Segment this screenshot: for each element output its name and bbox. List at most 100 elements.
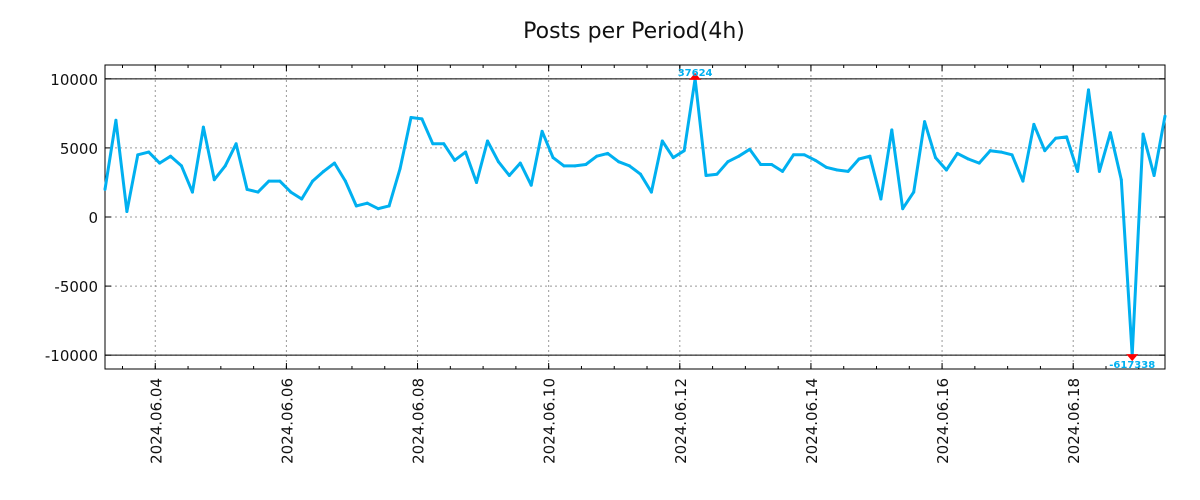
x-tick-label: 2024.06.06: [278, 378, 296, 464]
data-point: [540, 129, 544, 133]
max-marker: [689, 72, 702, 80]
data-point: [901, 207, 905, 211]
data-point: [660, 139, 664, 143]
data-point: [365, 201, 369, 205]
chart-title: Posts per Period(4h): [523, 19, 745, 44]
data-point: [103, 187, 107, 191]
y-tick-label: -5000: [54, 278, 98, 296]
data-point: [114, 118, 118, 122]
x-tick-label: 2024.06.12: [672, 378, 690, 464]
data-point: [409, 116, 413, 120]
data-point: [748, 147, 752, 151]
data-point: [256, 190, 260, 194]
x-tick-label: 2024.06.04: [147, 378, 165, 464]
data-point: [988, 149, 992, 153]
data-point: [551, 156, 555, 160]
data-point: [682, 149, 686, 153]
data-point: [824, 165, 828, 169]
data-point: [737, 154, 741, 158]
data-point: [158, 161, 162, 165]
data-point: [595, 154, 599, 158]
data-point: [1087, 88, 1091, 92]
data-point: [1065, 135, 1069, 139]
data-point: [453, 158, 457, 162]
data-point: [1054, 136, 1058, 140]
annotations: 37624 -617338: [678, 68, 1155, 371]
data-point: [573, 164, 577, 168]
data-point: [136, 153, 140, 157]
data-point: [846, 169, 850, 173]
y-tick-label: 5000: [60, 140, 98, 158]
data-point: [999, 150, 1003, 154]
data-point: [966, 157, 970, 161]
data-point: [485, 139, 489, 143]
data-point: [1043, 149, 1047, 153]
data-point: [1163, 114, 1167, 118]
data-point: [147, 150, 151, 154]
data-point: [125, 209, 129, 213]
data-point: [518, 161, 522, 165]
data-point: [704, 174, 708, 178]
data-point: [431, 142, 435, 146]
data-point: [1119, 178, 1123, 182]
data-point: [1076, 169, 1080, 173]
data-point: [376, 207, 380, 211]
series-line-posts: [103, 77, 1167, 357]
min-label: -617338: [1109, 360, 1155, 371]
data-point: [496, 160, 500, 164]
data-point: [267, 179, 271, 183]
min-marker: [1126, 354, 1139, 362]
data-point: [1010, 153, 1014, 157]
data-point: [289, 190, 293, 194]
x-tick-label: 2024.06.18: [1065, 378, 1083, 464]
data-point: [868, 154, 872, 158]
data-point: [638, 172, 642, 176]
data-point: [190, 190, 194, 194]
y-tick-label: 10000: [50, 71, 98, 89]
data-point: [1141, 132, 1145, 136]
data-point: [332, 161, 336, 165]
data-point: [944, 168, 948, 172]
data-point: [759, 162, 763, 166]
data-point: [464, 150, 468, 154]
data-point: [387, 204, 391, 208]
x-tick-label: 2024.06.16: [934, 378, 952, 464]
data-point: [923, 120, 927, 124]
max-label: 37624: [678, 68, 713, 79]
data-point: [1152, 174, 1156, 178]
data-point: [912, 190, 916, 194]
data-point: [179, 164, 183, 168]
data-point: [890, 128, 894, 132]
plot-frame: [104, 64, 1166, 370]
data-point: [1032, 122, 1036, 126]
x-tick-label: 2024.06.08: [410, 378, 428, 464]
data-point: [1097, 169, 1101, 173]
series: [103, 77, 1167, 357]
data-point: [934, 156, 938, 160]
y-tick-label: -10000: [45, 347, 98, 365]
data-point: [507, 174, 511, 178]
data-point: [169, 154, 173, 158]
x-tick-label: 2024.06.10: [541, 378, 559, 464]
data-point: [311, 179, 315, 183]
data-point: [584, 162, 588, 166]
data-point: [201, 125, 205, 129]
grid: [105, 65, 1165, 369]
data-point: [343, 179, 347, 183]
data-point: [791, 153, 795, 157]
data-point: [857, 157, 861, 161]
data-point: [278, 179, 282, 183]
data-point: [813, 158, 817, 162]
data-point: [781, 169, 785, 173]
data-point: [322, 169, 326, 173]
data-point: [617, 160, 621, 164]
data-point: [442, 142, 446, 146]
data-point: [212, 178, 216, 182]
data-point: [606, 151, 610, 155]
data-point: [628, 164, 632, 168]
data-point: [649, 190, 653, 194]
y-tick-label: 0: [88, 209, 98, 227]
data-point: [234, 142, 238, 146]
data-point: [562, 164, 566, 168]
